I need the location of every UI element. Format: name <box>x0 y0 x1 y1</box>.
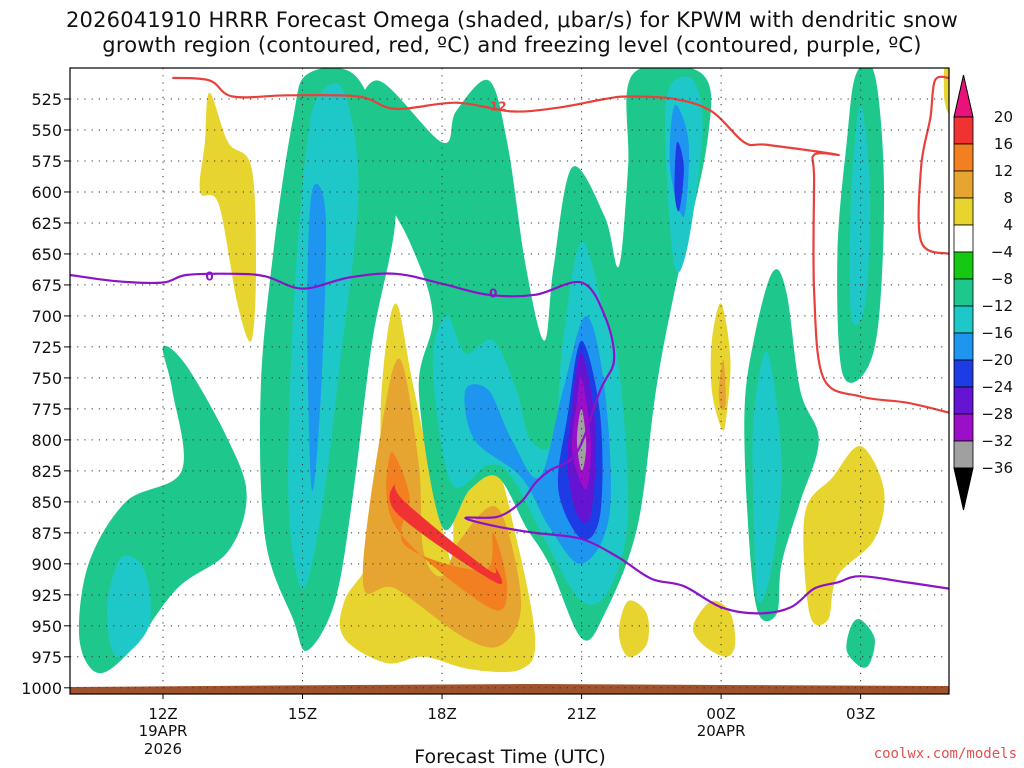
colorbar-label: −28 <box>981 405 1013 423</box>
dgz-contour-line-right <box>917 75 949 255</box>
x-axis-label: Forecast Time (UTC) <box>414 746 605 768</box>
colorbar-bin <box>953 305 974 334</box>
colorbar-label: 16 <box>994 135 1013 153</box>
colorbar-label: −12 <box>981 297 1013 315</box>
omega-region-0 <box>78 345 247 674</box>
chart-title-line1: 2026041910 HRRR Forecast Omega (shaded, … <box>65 8 959 32</box>
y-tick-label: 950 <box>31 617 62 636</box>
x-tick-label: 18Z <box>427 705 456 723</box>
colorbar-label: 4 <box>1003 216 1013 234</box>
colorbar-bin <box>953 440 974 469</box>
y-tick-label: 700 <box>31 307 62 326</box>
colorbar-label: −16 <box>981 324 1013 342</box>
colorbar-bin <box>953 116 974 145</box>
omega-region-9 <box>389 482 503 585</box>
omega-region-29 <box>846 618 875 668</box>
omega-region-25 <box>752 352 782 603</box>
colorbar-bottom-arrow <box>953 467 974 511</box>
y-tick-label: 650 <box>31 245 62 264</box>
y-tick-label: 800 <box>31 431 62 450</box>
x-tick-date: 20APR <box>697 722 746 740</box>
colorbar-label: −24 <box>981 378 1013 396</box>
omega-region-2 <box>199 92 256 342</box>
omega-region-21 <box>718 359 726 411</box>
omega-region-22 <box>618 600 650 658</box>
colorbar-bin <box>953 170 974 199</box>
y-tick-label: 525 <box>31 90 62 109</box>
colorbar-bin <box>953 197 974 226</box>
terrain-surface <box>70 684 949 694</box>
y-tick-label: 1000 <box>21 679 62 698</box>
omega-region-23 <box>692 600 736 657</box>
freezing-contour-label-0: 0 <box>205 269 213 283</box>
colorbar-label: −8 <box>991 270 1013 288</box>
colorbar-label: −4 <box>991 243 1013 261</box>
y-tick-label: 675 <box>31 276 62 295</box>
colorbar-bin <box>953 143 974 172</box>
x-tick-label: 15Z <box>288 705 317 723</box>
colorbar-label: −32 <box>981 432 1013 450</box>
colorbar-label: 20 <box>994 108 1013 126</box>
y-tick-label: 875 <box>31 524 62 543</box>
freezing-contour-label-1: 0 <box>489 287 497 301</box>
y-tick-label: 575 <box>31 152 62 171</box>
omega-region-28 <box>849 105 871 326</box>
y-tick-label: 900 <box>31 555 62 574</box>
omega-region-5 <box>307 183 327 492</box>
omega-region-19 <box>674 141 684 212</box>
y-tick-label: 550 <box>31 121 62 140</box>
colorbar-bin <box>953 359 974 388</box>
x-tick-date: 19APR <box>139 722 188 740</box>
x-tick-label: 12Z <box>148 705 177 723</box>
colorbar-bin <box>953 332 974 361</box>
x-tick-year: 2026 <box>144 740 182 758</box>
colorbar-bin <box>953 413 974 442</box>
omega-region-30 <box>943 68 949 113</box>
y-tick-label: 850 <box>31 493 62 512</box>
y-tick-label: 925 <box>31 586 62 605</box>
colorbar-bin <box>953 224 974 253</box>
freezing-level-contour-line <box>70 272 949 615</box>
dgz-contour-line <box>172 76 949 414</box>
omega-region-20 <box>710 303 731 431</box>
y-tick-label: 600 <box>31 183 62 202</box>
y-tick-label: 975 <box>31 648 62 667</box>
colorbar-top-arrow <box>953 74 974 118</box>
omega-region-1 <box>107 555 152 658</box>
plot-frame <box>69 67 950 695</box>
y-tick-label: 825 <box>31 462 62 481</box>
credit-text: coolwx.com/models <box>874 746 1017 762</box>
y-tick-label: 725 <box>31 338 62 357</box>
colorbar-label: 8 <box>1003 189 1013 207</box>
y-tick-label: 750 <box>31 369 62 388</box>
chart-title-line2: growth region (contoured, red, ºC) and f… <box>102 33 922 57</box>
y-tick-label: 625 <box>31 214 62 233</box>
x-tick-label: 00Z <box>706 705 735 723</box>
y-tick-label: 775 <box>31 400 62 419</box>
x-tick-label: 03Z <box>846 705 875 723</box>
colorbar-label: 12 <box>994 162 1013 180</box>
omega-region-26 <box>803 445 885 626</box>
x-tick-label: 21Z <box>567 705 596 723</box>
dgz-contour-label: −12 <box>480 99 507 113</box>
colorbar-label: −20 <box>981 351 1013 369</box>
colorbar-bin <box>953 278 974 307</box>
colorbar-bin <box>953 386 974 415</box>
colorbar-label: −36 <box>981 459 1013 477</box>
colorbar-bin <box>953 251 974 280</box>
